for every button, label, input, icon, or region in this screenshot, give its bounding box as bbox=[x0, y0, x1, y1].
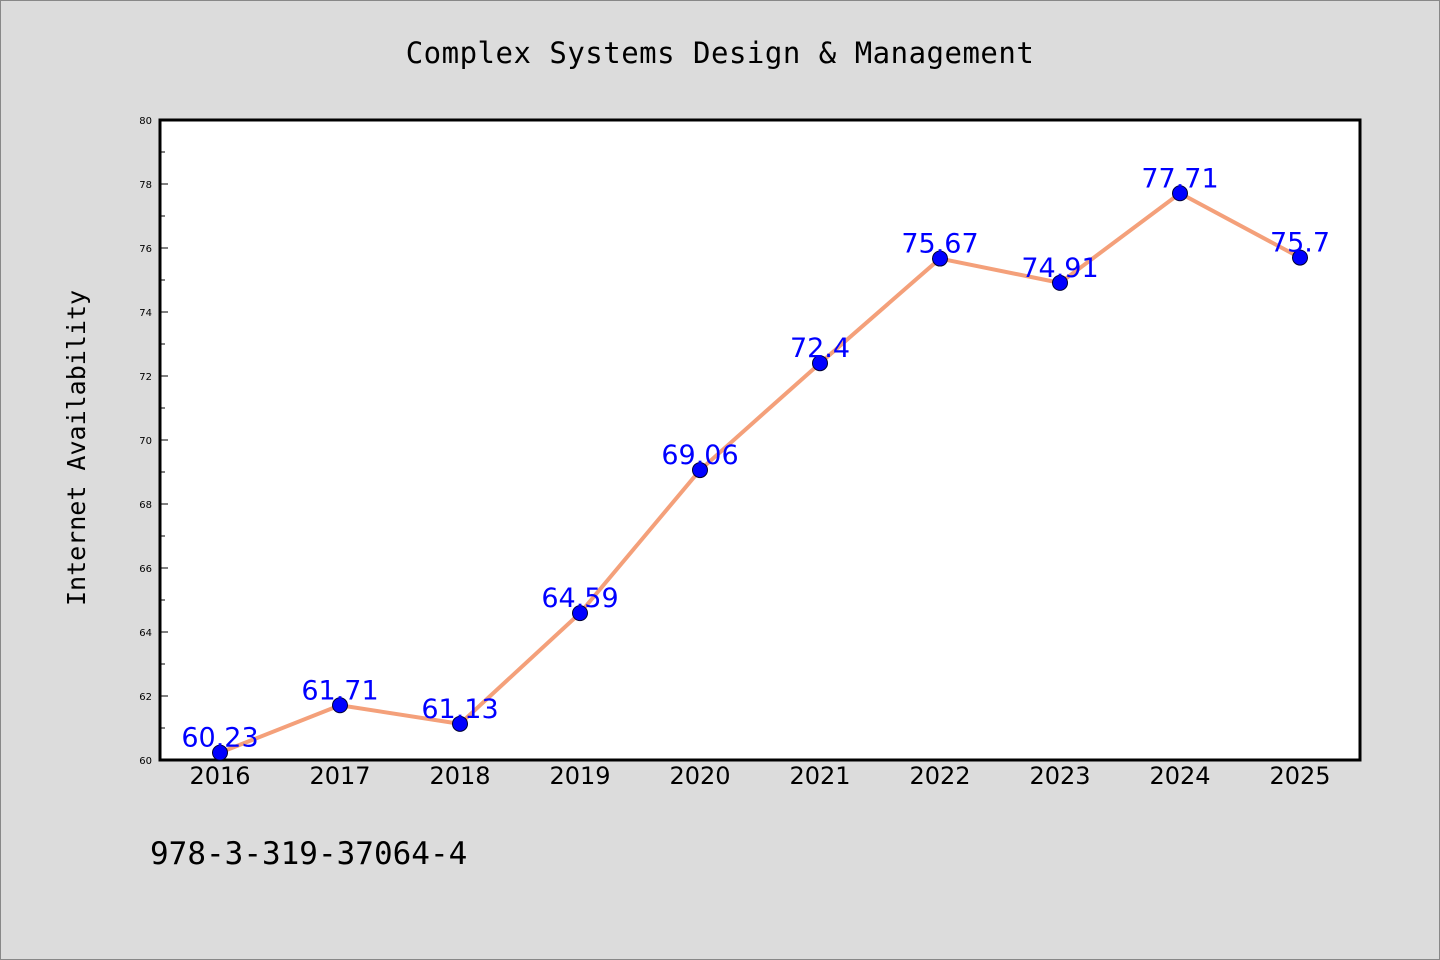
data-point bbox=[1052, 274, 1068, 291]
plot-area bbox=[158, 118, 1362, 762]
data-label: 61.71 bbox=[301, 675, 378, 706]
series-line bbox=[218, 191, 1302, 755]
y-tick-label: 74 bbox=[139, 308, 152, 319]
y-tick-label: 68 bbox=[139, 500, 152, 511]
data-label: 75.7 bbox=[1270, 228, 1330, 259]
series-group: 60.23 61.71 61.13 64.59 69.06 72.4 75.67 74.91 7… bbox=[181, 163, 1330, 761]
y-tick-label: 64 bbox=[139, 628, 152, 639]
x-tick-label: 2019 bbox=[549, 762, 610, 790]
x-tick-label: 2021 bbox=[789, 762, 850, 790]
y-axis-label: Internet Availability bbox=[62, 290, 91, 606]
y-tick-label: 66 bbox=[139, 564, 152, 575]
isbn-text: 978-3-319-37064-4 bbox=[150, 836, 467, 872]
data-label: 60.23 bbox=[181, 723, 258, 754]
data-label: 61.13 bbox=[421, 694, 498, 725]
x-tick-label: 2022 bbox=[909, 762, 970, 790]
y-tick-label: 76 bbox=[139, 244, 152, 255]
x-tick-label: 2018 bbox=[429, 762, 490, 790]
data-point bbox=[212, 744, 228, 761]
data-point bbox=[1172, 185, 1188, 202]
x-tick-label: 2016 bbox=[189, 762, 250, 790]
y-tick-label: 62 bbox=[139, 692, 152, 703]
data-label: 64.59 bbox=[541, 583, 618, 614]
x-tick-label: 2023 bbox=[1029, 762, 1090, 790]
data-label: 69.06 bbox=[661, 440, 738, 471]
data-point bbox=[572, 605, 588, 622]
y-tick-label: 72 bbox=[139, 372, 152, 383]
data-point bbox=[452, 715, 468, 732]
x-tick-label: 2025 bbox=[1269, 762, 1330, 790]
x-tick-label: 2020 bbox=[669, 762, 730, 790]
data-point bbox=[1292, 249, 1308, 266]
data-point bbox=[812, 355, 828, 372]
data-label: 75.67 bbox=[901, 229, 978, 260]
data-label: 72.4 bbox=[790, 333, 850, 364]
x-tick-label: 2017 bbox=[309, 762, 370, 790]
x-axis-ticks: 2016 2017 2018 2019 2020 2021 2022 2023 2024 2025 bbox=[189, 762, 1330, 790]
x-tick-label: 2024 bbox=[1149, 762, 1210, 790]
y-tick-label: 80 bbox=[139, 116, 152, 127]
data-label: 74.91 bbox=[1021, 253, 1098, 284]
data-point bbox=[932, 250, 948, 267]
y-axis-ticks: 60 62 64 66 68 70 72 74 76 78 80 bbox=[139, 116, 168, 767]
data-point bbox=[332, 697, 348, 714]
y-tick-label: 78 bbox=[139, 180, 152, 191]
chart-title: Complex Systems Design & Management bbox=[406, 36, 1035, 70]
data-label: 77.71 bbox=[1141, 163, 1218, 194]
y-tick-label: 70 bbox=[139, 436, 152, 447]
data-point bbox=[692, 462, 708, 479]
y-tick-label: 60 bbox=[139, 756, 152, 767]
